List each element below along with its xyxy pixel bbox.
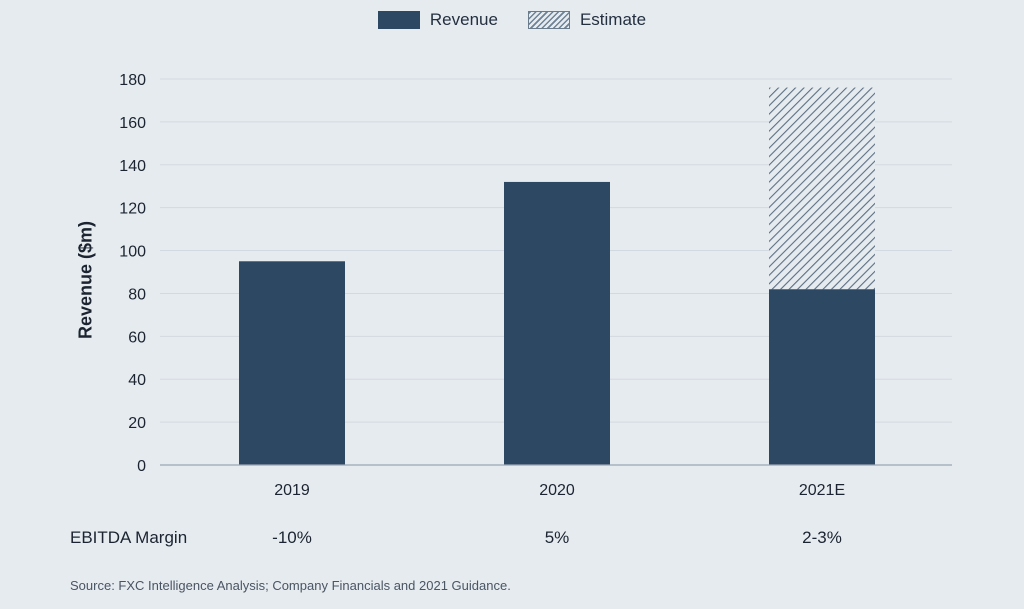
y-tick-label-60: 60	[128, 329, 146, 346]
y-tick-label-140: 140	[119, 158, 146, 175]
bar-2020-revenue	[504, 181, 610, 465]
y-tick-label-100: 100	[119, 244, 146, 261]
legend-swatch-estimate	[527, 11, 570, 29]
y-tick-label-80: 80	[128, 286, 146, 303]
bar-2021e-estimate	[769, 87, 875, 290]
legend-label-revenue: Revenue	[429, 10, 498, 29]
y-tick-label-20: 20	[128, 415, 146, 432]
y-tick-label-120: 120	[119, 201, 146, 218]
legend-item-revenue: Revenue	[377, 10, 498, 30]
ebitda-value-2021e: 2-3%	[802, 528, 842, 547]
legend: Revenue Estimate	[0, 10, 1024, 30]
x-tick-label-2019: 2019	[274, 482, 310, 499]
bar-2019-revenue	[239, 261, 345, 465]
legend-swatch-revenue	[377, 11, 420, 29]
ebitda-value-2020: 5%	[544, 528, 570, 547]
y-tick-label-0: 0	[137, 458, 146, 475]
ebitda-label: EBITDA Margin	[70, 528, 188, 547]
y-tick-label-160: 160	[119, 115, 146, 132]
ebitda-value-2019: -10%	[272, 528, 312, 547]
x-tick-label-2020: 2020	[539, 482, 575, 499]
y-tick-label-180: 180	[119, 72, 146, 89]
ebitda-row: EBITDA Margin -10% 5% 2-3%	[0, 528, 1024, 550]
legend-item-estimate: Estimate	[527, 10, 647, 30]
source-note: Source: FXC Intelligence Analysis; Compa…	[70, 578, 511, 593]
x-tick-label-2021e: 2021E	[799, 482, 845, 499]
legend-label-estimate: Estimate	[579, 10, 647, 29]
y-tick-label-40: 40	[128, 372, 146, 389]
bar-2021e-revenue	[769, 289, 875, 465]
